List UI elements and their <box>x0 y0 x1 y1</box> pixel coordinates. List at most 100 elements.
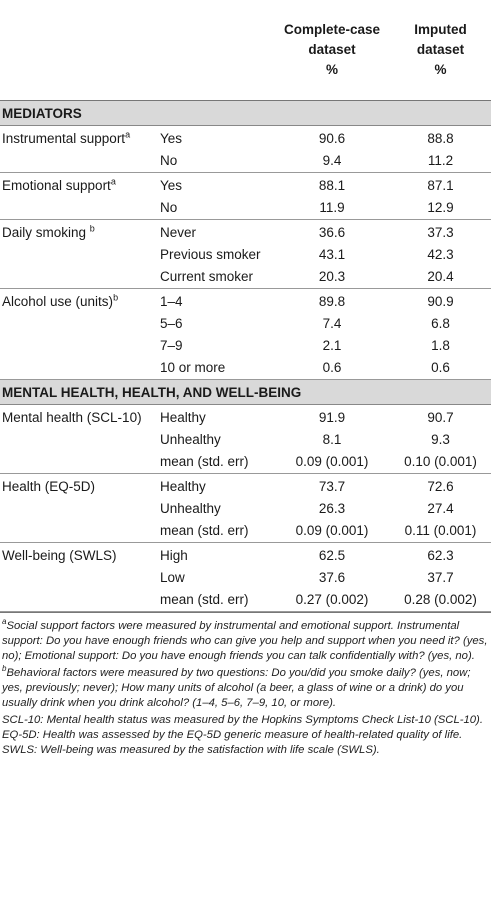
imputed-value: 20.4 <box>390 266 491 289</box>
variable-label <box>0 150 156 173</box>
variable-label <box>0 266 156 289</box>
imputed-value: 1.8 <box>431 338 450 353</box>
complete-case-value: 91.9 <box>318 410 346 425</box>
complete-case-value: 26.3 <box>318 501 346 516</box>
complete-case-value: 89.8 <box>318 294 346 309</box>
category-cell: 1–4 <box>160 294 183 309</box>
section-title: MENTAL HEALTH, HEALTH, AND WELL-BEING <box>0 379 491 405</box>
variable-label <box>0 520 156 543</box>
category-cell: High <box>160 548 188 563</box>
footnote: bBehavioral factors were measured by two… <box>2 664 489 711</box>
variable-label-text: Daily smoking <box>2 225 90 240</box>
category-cell: mean (std. err) <box>156 589 274 612</box>
variable-label <box>0 589 156 612</box>
table-container: Complete-case dataset % Imputed dataset … <box>0 0 491 758</box>
header-blank-1 <box>0 0 156 101</box>
complete-case-value: 0.09 (0.001) <box>274 451 390 474</box>
variable-label-text: Alcohol use (units) <box>2 294 114 309</box>
complete-case-value: 43.1 <box>318 247 346 262</box>
variable-label <box>0 335 156 357</box>
table-row: Daily smoking b Never 36.6 37.3 <box>0 220 491 245</box>
imputed-value: 0.6 <box>390 357 491 380</box>
table-row: Alcohol use (units)b 1–4 89.8 90.9 <box>0 289 491 314</box>
variable-label: Daily smoking b <box>0 220 156 245</box>
variable-label <box>0 313 156 335</box>
imputed-value: 12.9 <box>390 197 491 220</box>
imputed-value: 90.9 <box>427 294 454 309</box>
header-complete-case-line2: dataset <box>308 42 356 57</box>
table-row: mean (std. err) 0.09 (0.001) 0.11 (0.001) <box>0 520 491 543</box>
imputed-value: 37.7 <box>427 570 454 585</box>
imputed-value: 0.10 (0.001) <box>390 451 491 474</box>
table-row: No 9.4 11.2 <box>0 150 491 173</box>
complete-case-value: 2.1 <box>322 338 342 353</box>
table-row: Well-being (SWLS) High 62.5 62.3 <box>0 543 491 568</box>
table-row: Unhealthy 8.1 9.3 <box>0 429 491 451</box>
imputed-value: 37.3 <box>427 225 454 240</box>
variable-label: Well-being (SWLS) <box>0 543 156 568</box>
imputed-value: 62.3 <box>427 548 454 563</box>
complete-case-value: 73.7 <box>318 479 346 494</box>
complete-case-value: 11.9 <box>274 197 390 220</box>
variable-label <box>0 451 156 474</box>
footnote: SCL-10: Mental health status was measure… <box>2 713 489 758</box>
table-row: mean (std. err) 0.09 (0.001) 0.10 (0.001) <box>0 451 491 474</box>
header-imputed: Imputed dataset % <box>390 0 491 101</box>
table-body: MEDIATORS Instrumental supporta Yes 90.6 88.… <box>0 100 491 612</box>
header-complete-case: Complete-case dataset % <box>274 0 390 101</box>
footnote-marker: b <box>2 664 7 674</box>
category-cell: Previous smoker <box>160 247 261 262</box>
variable-label-text: Health (EQ-5D) <box>2 479 96 494</box>
category-cell: mean (std. err) <box>156 520 274 543</box>
category-cell: Yes <box>160 131 183 146</box>
footnote-marker: b <box>113 292 119 303</box>
footnote-marker: a <box>125 129 131 140</box>
imputed-value: 0.28 (0.002) <box>390 589 491 612</box>
category-cell: Current smoker <box>156 266 274 289</box>
footnote: aSocial support factors were measured by… <box>2 617 489 664</box>
section-title: MEDIATORS <box>0 100 491 126</box>
footnote-marker: a <box>2 617 7 627</box>
table-row: 10 or more 0.6 0.6 <box>0 357 491 380</box>
imputed-value: 9.3 <box>431 432 450 447</box>
category-cell: No <box>156 197 274 220</box>
imputed-value: 42.3 <box>427 247 454 262</box>
header-complete-case-line1: Complete-case <box>283 22 381 37</box>
complete-case-value: 9.4 <box>274 150 390 173</box>
complete-case-value: 0.27 (0.002) <box>274 589 390 612</box>
complete-case-value: 62.5 <box>318 548 346 563</box>
table-row: 5–6 7.4 6.8 <box>0 313 491 335</box>
complete-case-value: 0.09 (0.001) <box>274 520 390 543</box>
variable-label: Health (EQ-5D) <box>0 474 156 499</box>
table-row: Unhealthy 26.3 27.4 <box>0 498 491 520</box>
header-complete-case-line3: % <box>325 62 338 77</box>
table-row: 7–9 2.1 1.8 <box>0 335 491 357</box>
imputed-value: 0.11 (0.001) <box>390 520 491 543</box>
variable-label <box>0 429 156 451</box>
category-cell: mean (std. err) <box>156 451 274 474</box>
variable-label <box>0 357 156 380</box>
category-cell: Unhealthy <box>160 501 221 516</box>
imputed-value: 72.6 <box>427 479 454 494</box>
category-cell: Low <box>160 570 185 585</box>
imputed-value: 87.1 <box>427 178 454 193</box>
table-row: Instrumental supporta Yes 90.6 88.8 <box>0 126 491 151</box>
imputed-value: 27.4 <box>427 501 454 516</box>
variable-label: Mental health (SCL-10) <box>0 405 156 430</box>
section-header: MENTAL HEALTH, HEALTH, AND WELL-BEING <box>0 379 491 405</box>
imputed-value: 90.7 <box>427 410 454 425</box>
variable-label-text: Emotional support <box>2 178 111 193</box>
complete-case-value: 37.6 <box>318 570 346 585</box>
category-cell: Healthy <box>160 410 206 425</box>
footnote-marker: a <box>110 176 116 187</box>
category-cell: 7–9 <box>160 338 183 353</box>
footnote-text: Behavioral factors were measured by two … <box>2 667 471 709</box>
category-cell: Healthy <box>160 479 206 494</box>
section-header: MEDIATORS <box>0 100 491 126</box>
complete-case-value: 36.6 <box>318 225 346 240</box>
imputed-value: 11.2 <box>390 150 491 173</box>
table-row: No 11.9 12.9 <box>0 197 491 220</box>
category-cell: No <box>156 150 274 173</box>
data-table: Complete-case dataset % Imputed dataset … <box>0 0 491 612</box>
footnote-marker: b <box>89 223 95 234</box>
